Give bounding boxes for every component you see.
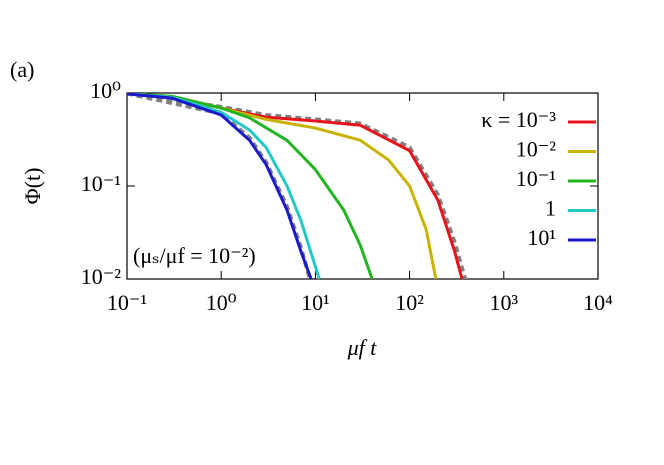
legend-label: 1	[545, 196, 556, 221]
y-axis-label: Φ(t)	[20, 168, 45, 205]
x-tick-label: 10¹	[301, 290, 330, 315]
panel-label: (a)	[10, 57, 34, 82]
x-tick-label: 10⁰	[206, 290, 237, 315]
legend-label: 10⁻²	[516, 137, 557, 162]
legend-label: 10¹	[527, 225, 556, 250]
plot-area	[127, 93, 468, 279]
annotation: (μₛ/μf = 10⁻²)	[133, 243, 256, 268]
x-tick-label: 10⁴	[583, 290, 613, 315]
x-axis-label: μf t	[347, 335, 378, 360]
y-tick-label: 10⁻²	[81, 264, 122, 289]
line	[127, 93, 374, 279]
x-tick-label: 10²	[395, 290, 424, 315]
y-tick-label: 10⁰	[90, 78, 121, 103]
x-tick-label: 10⁻¹	[107, 290, 147, 315]
y-tick-label: 10⁻¹	[81, 171, 121, 196]
x-tick-label: 10³	[489, 290, 518, 315]
legend-label: κ = 10⁻³	[481, 107, 556, 132]
line	[127, 93, 313, 279]
legend-label: 10⁻¹	[516, 166, 556, 191]
